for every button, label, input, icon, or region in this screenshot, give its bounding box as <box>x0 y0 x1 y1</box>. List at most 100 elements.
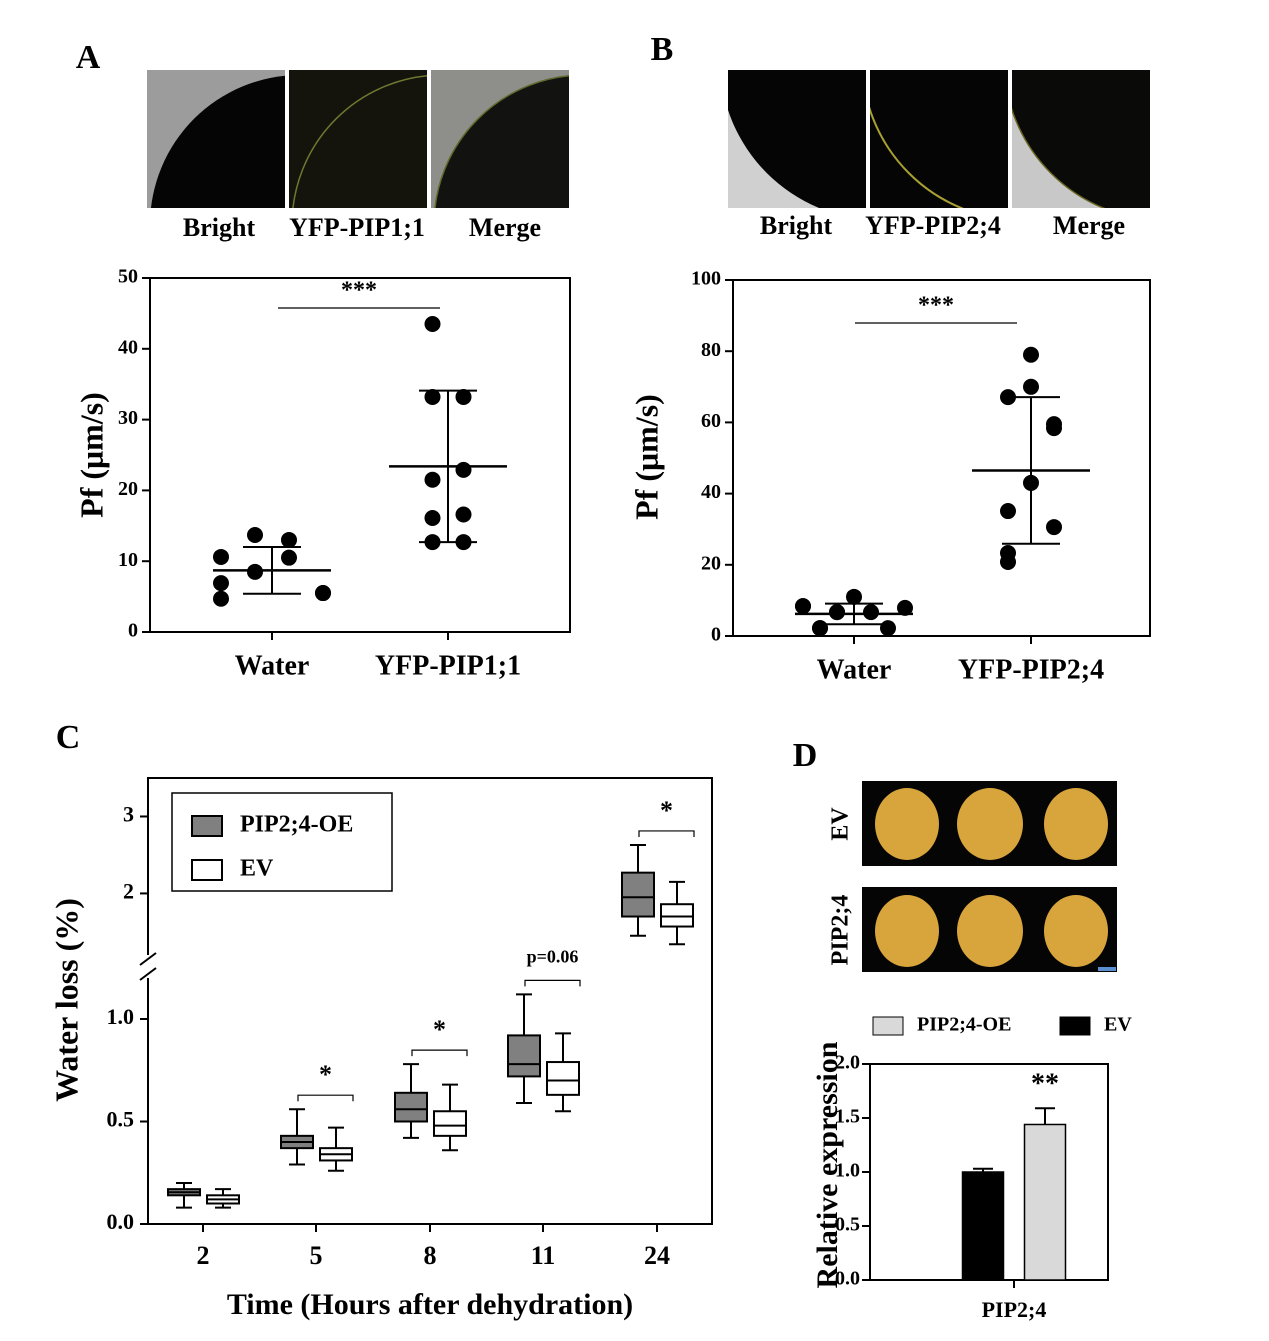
y-tick-label: 30 <box>118 407 138 429</box>
image-label: Bright <box>760 211 833 240</box>
y-axis-label: Relative expression <box>811 1041 844 1288</box>
x-tick-label: Water <box>817 654 892 685</box>
y-tick-label: 3 <box>123 802 134 827</box>
panel-letter: D <box>793 737 818 774</box>
box <box>621 871 655 918</box>
data-point <box>424 316 441 333</box>
y-tick-label: 0.5 <box>107 1107 135 1132</box>
x-tick-label: YFP-PIP1;1 <box>375 650 521 681</box>
y-tick-label: 0 <box>128 620 138 642</box>
y-tick-label: 0 <box>711 624 721 646</box>
data-point <box>455 461 472 478</box>
data-point <box>812 620 828 637</box>
y-tick-label: 60 <box>701 410 721 432</box>
significance-bracket <box>411 1049 468 1057</box>
bar <box>1023 1123 1067 1281</box>
significance-bracket <box>297 1094 354 1102</box>
y-axis-label: Pf (μm/s) <box>73 392 109 518</box>
y-axis-label: Pf (μm/s) <box>628 394 664 520</box>
legend-label: PIP2;4-OE <box>240 812 353 838</box>
panel-letter: C <box>56 719 81 756</box>
x-tick-label: 5 <box>310 1241 323 1270</box>
image-label: YFP-PIP1;1 <box>289 213 425 242</box>
data-point <box>795 598 811 615</box>
data-point <box>315 585 331 602</box>
data-point <box>1046 416 1062 433</box>
plot-frame <box>147 777 713 1225</box>
image-label: Merge <box>469 213 541 242</box>
sd-bar <box>1002 396 1060 545</box>
plot-frame <box>732 279 1151 637</box>
y-tick-label: 2 <box>123 878 134 903</box>
legend-label: EV <box>240 856 274 882</box>
x-tick-label: Water <box>235 650 310 681</box>
data-point <box>897 599 913 616</box>
y-tick-label: 1.0 <box>107 1004 135 1029</box>
y-tick-label: 20 <box>701 552 721 574</box>
y-tick-label: 1.0 <box>835 1160 860 1182</box>
box <box>546 1061 580 1096</box>
significance-label: * <box>433 1015 446 1044</box>
x-tick-label: PIP2;4 <box>982 1297 1047 1322</box>
y-tick-label: 20 <box>118 478 138 500</box>
x-tick-label: 11 <box>531 1241 556 1270</box>
panel-letter: B <box>651 31 674 68</box>
x-axis-label: Time (Hours after dehydration) <box>227 1288 633 1321</box>
box <box>660 903 694 928</box>
images-d <box>862 781 1117 972</box>
y-tick-label: 80 <box>701 339 721 361</box>
significance-bracket <box>524 979 581 987</box>
significance-label: ** <box>1031 1069 1059 1100</box>
y-tick-label: 0.5 <box>835 1214 860 1236</box>
data-point <box>455 506 472 523</box>
data-point <box>424 388 441 405</box>
image-label: PIP2;4 <box>828 895 854 966</box>
legend-swatch <box>872 1016 904 1036</box>
plot-frame <box>149 277 571 633</box>
y-tick-label: 40 <box>701 481 721 503</box>
data-point <box>1000 545 1016 562</box>
x-tick-label: 8 <box>424 1241 437 1270</box>
data-point <box>880 620 896 637</box>
data-point <box>829 604 845 621</box>
significance-label: *** <box>918 293 954 319</box>
data-point <box>213 590 229 607</box>
data-point <box>247 527 263 544</box>
data-point <box>281 549 297 566</box>
legend-label: PIP2;4-OE <box>917 1014 1011 1036</box>
error-bar <box>973 1167 993 1172</box>
y-tick-label: 50 <box>118 266 138 288</box>
legend-swatch <box>191 815 223 837</box>
data-point <box>1023 378 1039 395</box>
y-tick-label: 0.0 <box>107 1209 135 1234</box>
error-bar <box>1035 1107 1055 1125</box>
significance-label: p=0.06 <box>527 947 579 967</box>
data-point <box>1000 503 1016 520</box>
significance-label: * <box>319 1060 332 1089</box>
y-axis-label: Water loss (%) <box>48 898 84 1102</box>
data-point <box>846 588 862 605</box>
box <box>507 1034 541 1078</box>
panel-letter: A <box>76 39 101 76</box>
x-tick-label: YFP-PIP2;4 <box>958 654 1104 685</box>
data-point <box>1023 346 1039 363</box>
image-label: Bright <box>183 213 256 242</box>
y-tick-label: 100 <box>691 268 721 290</box>
data-point <box>281 531 297 548</box>
bar <box>961 1171 1005 1281</box>
x-tick-label: 2 <box>197 1241 210 1270</box>
significance-label: *** <box>341 278 377 304</box>
data-point <box>863 604 879 621</box>
legend-swatch <box>1059 1016 1091 1036</box>
sd-bar <box>825 602 883 626</box>
y-tick-label: 0.0 <box>835 1268 860 1290</box>
axis-break <box>139 952 157 981</box>
y-tick-label: 1.5 <box>835 1106 860 1128</box>
legend-box <box>171 792 393 892</box>
image-label: Merge <box>1053 211 1125 240</box>
legend-label: EV <box>1104 1014 1132 1036</box>
images-a <box>147 70 569 208</box>
significance-bracket <box>638 830 695 837</box>
data-point <box>424 510 441 527</box>
